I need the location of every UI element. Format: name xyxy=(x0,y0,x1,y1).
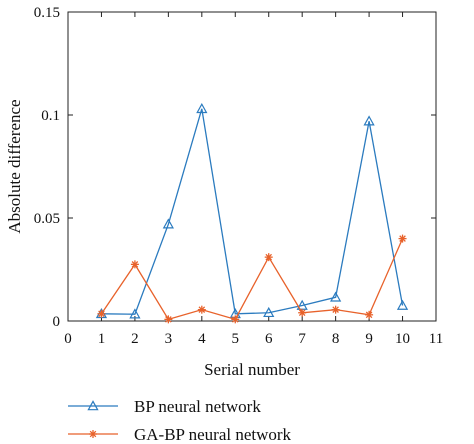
x-axis-ticks: 0 1 2 3 4 5 6 7 8 9 10 11 xyxy=(64,12,443,347)
legend-marker xyxy=(89,430,97,438)
y-tick-label: 0.15 xyxy=(34,5,60,21)
x-tick-label: 6 xyxy=(265,331,273,347)
data-point xyxy=(231,315,240,324)
series-line xyxy=(100,238,404,321)
data-point xyxy=(298,308,307,317)
legend-item: BP neural network xyxy=(68,397,261,416)
y-tick-label: 0.05 xyxy=(34,211,60,227)
data-point xyxy=(197,305,206,314)
data-point xyxy=(398,234,407,243)
data-point xyxy=(396,299,409,310)
y-tick-label: 0 xyxy=(53,314,61,330)
plot-border xyxy=(67,11,437,322)
x-tick-label: 4 xyxy=(198,331,206,347)
x-tick-label: 2 xyxy=(131,331,139,347)
data-point xyxy=(162,218,174,229)
legend-item: GA-BP neural network xyxy=(68,425,292,444)
legend-label: GA-BP neural network xyxy=(134,425,292,444)
series-line xyxy=(101,108,404,315)
plot-frame xyxy=(67,11,437,322)
data-point xyxy=(331,305,340,314)
data-point xyxy=(363,115,375,126)
x-tick-label: 7 xyxy=(298,331,306,347)
y-tick-label: 0.1 xyxy=(41,108,60,124)
x-tick-label: 8 xyxy=(332,331,340,347)
data-point xyxy=(130,260,139,269)
x-tick-label: 9 xyxy=(365,331,373,347)
data-point xyxy=(196,102,208,114)
series-1 xyxy=(95,102,409,319)
x-tick-label: 1 xyxy=(98,331,106,347)
data-point xyxy=(264,253,273,262)
x-tick-label: 10 xyxy=(395,331,410,347)
data-point xyxy=(164,315,173,324)
legend-label: BP neural network xyxy=(134,397,261,416)
data-point xyxy=(97,309,106,318)
data-point xyxy=(365,310,374,319)
series-2 xyxy=(97,234,407,324)
data-point xyxy=(263,306,275,318)
data-point xyxy=(330,291,342,302)
series-layer xyxy=(95,102,409,324)
legend: BP neural network GA-BP neural network xyxy=(68,397,292,444)
x-tick-label: 0 xyxy=(64,331,72,347)
x-tick-label: 11 xyxy=(429,331,443,347)
data-point xyxy=(129,308,141,319)
y-axis-label: Absolute difference xyxy=(5,99,24,233)
x-axis-label: Serial number xyxy=(204,360,300,379)
y-axis-ticks: 0 0.05 0.1 0.15 xyxy=(34,5,436,330)
x-tick-label: 5 xyxy=(232,331,240,347)
legend-marker xyxy=(87,400,99,411)
x-tick-label: 3 xyxy=(165,331,173,347)
